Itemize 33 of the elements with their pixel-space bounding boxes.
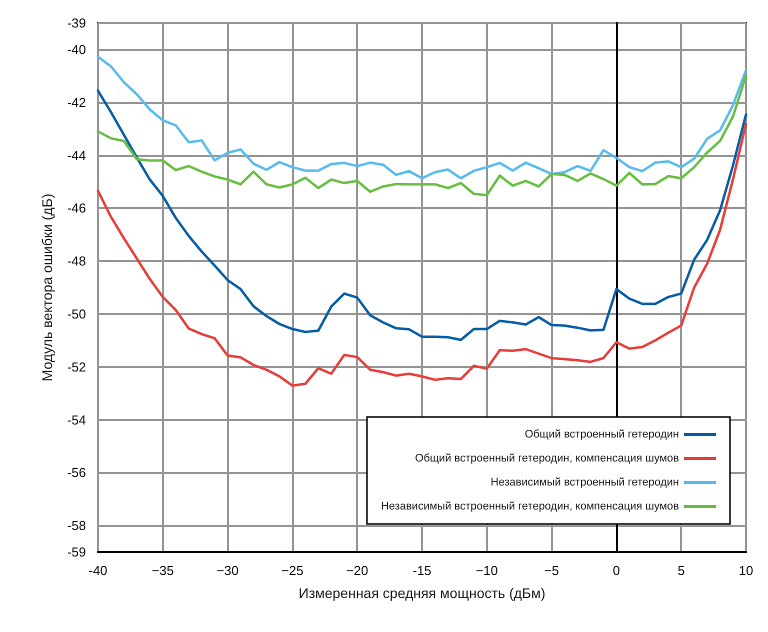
- line-series: [96, 56, 748, 180]
- x-axis-title: Измеренная средняя мощность (дБм): [298, 585, 546, 601]
- y-tick-label: -40: [67, 42, 86, 57]
- y-tick-label: -54: [67, 412, 86, 428]
- legend-label: Общий встроенный гетеродин, компенсация шумов: [415, 452, 680, 464]
- y-tick-label: -52: [67, 359, 86, 374]
- y-tick-label: -48: [67, 254, 86, 269]
- x-tick-label: 10: [738, 563, 754, 578]
- y-tick-label: -56: [67, 465, 86, 480]
- legend-label: Независимый встроенный гетеродин: [490, 476, 679, 488]
- y-tick-label: -42: [67, 94, 86, 110]
- x-tick-label: −35: [152, 563, 174, 578]
- y-tick-label: -46: [67, 200, 86, 216]
- x-tick-label: 5: [678, 563, 685, 578]
- line-series: [96, 122, 748, 387]
- x-tick-label: -40: [88, 563, 108, 578]
- x-tick-label: −10: [476, 563, 498, 578]
- line-series: [96, 89, 748, 342]
- y-tick-label: -44: [67, 148, 86, 163]
- y-tick-label: -39: [67, 16, 86, 30]
- line-series: [96, 74, 748, 196]
- y-tick-label: -50: [67, 306, 86, 322]
- x-tick-label: −30: [216, 563, 239, 578]
- x-tick-label: −25: [281, 563, 304, 578]
- y-axis-title: Модуль вектора ошибки (дБ): [39, 194, 55, 382]
- x-tick-label: −20: [346, 563, 368, 578]
- x-tick-label: −5: [544, 563, 560, 578]
- x-tick-label: 0: [612, 563, 620, 578]
- y-tick-label: -58: [67, 518, 86, 534]
- legend-label: Независимый встроенный гетеродин, компенсация шумов: [380, 500, 680, 512]
- x-tick-label: -15: [412, 563, 432, 578]
- legend-label: Общий встроенный гетеродин: [524, 428, 679, 440]
- y-tick-label: -59: [67, 544, 86, 560]
